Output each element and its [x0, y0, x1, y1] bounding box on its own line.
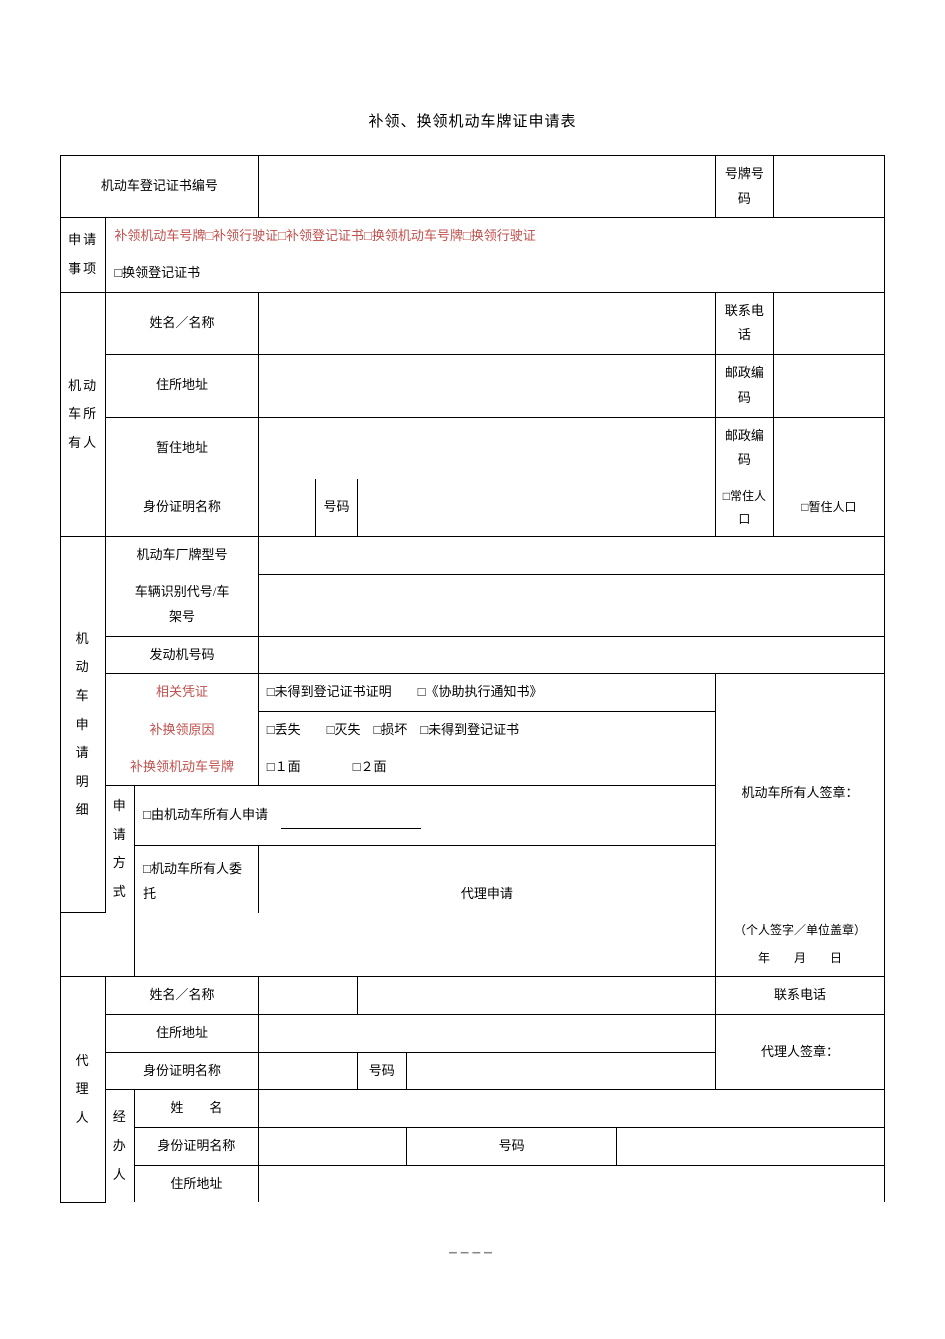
vehicle-engine-label: 发动机号码: [106, 636, 258, 674]
owner-post2-value[interactable]: [773, 417, 884, 479]
handler-id-value[interactable]: [258, 1128, 406, 1166]
cert-no-value[interactable]: [258, 156, 715, 218]
handler-addr-label: 住所地址: [135, 1165, 259, 1202]
owner-post-value[interactable]: [773, 355, 884, 417]
owner-name-value[interactable]: [258, 292, 715, 354]
apply-item-side: 申请事项: [61, 218, 106, 292]
handler-id-no-label: 号码: [407, 1128, 617, 1166]
vehicle-plate-label: 补换领机动车号牌: [106, 749, 258, 786]
vehicle-side: 机动车申请明细: [61, 537, 106, 913]
owner-tempaddr-label: 暂住地址: [106, 417, 258, 479]
owner-phone-value[interactable]: [773, 292, 884, 354]
vehicle-vin-label: 车辆识别代号/车架号: [106, 574, 258, 636]
cert-no-label: 机动车登记证书编号: [61, 156, 259, 218]
agent-sign-label: 代理人签章：: [720, 1040, 880, 1065]
apply-self[interactable]: □由机动车所有人申请: [135, 786, 716, 846]
vehicle-model-value[interactable]: [258, 537, 884, 574]
sign-note-date: （个人签字／单位盖章） 年 月 日: [716, 913, 885, 977]
owner-sign-label: 机动车所有人签章：: [720, 781, 880, 806]
vehicle-doc-label: 相关凭证: [106, 674, 258, 712]
agent-name-value2[interactable]: [357, 977, 715, 1015]
plate-no-value[interactable]: [773, 156, 884, 218]
agent-sign-area[interactable]: 代理人签章：: [716, 1014, 885, 1089]
agent-id-no-value[interactable]: [407, 1052, 716, 1090]
owner-addr-value[interactable]: [258, 355, 715, 417]
agent-name-label: 姓名／名称: [106, 977, 258, 1015]
owner-post2-label: 邮政编码: [716, 417, 774, 479]
vehicle-vin-value[interactable]: [258, 574, 884, 636]
vehicle-model-label: 机动车厂牌型号: [106, 537, 258, 574]
owner-sign-area[interactable]: 机动车所有人签章：: [716, 674, 885, 913]
handler-side: 经办人: [106, 1090, 135, 1203]
blank-corner: [61, 913, 106, 977]
handler-addr-value[interactable]: [258, 1165, 884, 1202]
proxy-line-ext: [135, 913, 716, 977]
owner-name-label: 姓名／名称: [106, 292, 258, 354]
owner-id-no-label: 号码: [316, 479, 357, 537]
owner-id-name-value[interactable]: [258, 479, 316, 537]
agent-id-name-value[interactable]: [258, 1052, 357, 1090]
form-title: 补领、换领机动车牌证申请表: [60, 110, 885, 131]
handler-name-value[interactable]: [258, 1090, 884, 1128]
owner-resident-temp[interactable]: □暂住人口: [773, 479, 884, 537]
agent-phone-label: 联系电话: [716, 977, 885, 1015]
owner-side: 机动车所有人: [61, 292, 106, 537]
owner-resident-perm[interactable]: □常住人口: [716, 479, 774, 537]
apply-items-line2[interactable]: □换领登记证书: [106, 255, 885, 292]
vehicle-engine-value[interactable]: [258, 636, 884, 674]
vehicle-plate-opts[interactable]: □１面 □２面: [258, 749, 715, 786]
owner-id-no-value[interactable]: [357, 479, 715, 537]
apply-method-side: 申请方式: [106, 786, 135, 913]
form-table: 机动车登记证书编号 号牌号码 申请事项 补领机动车号牌□补领行驶证□补领登记证书…: [60, 155, 885, 1203]
agent-side: 代理人: [61, 977, 106, 1203]
owner-id-name-label: 身份证明名称: [106, 479, 258, 537]
agent-id-no-label: 号码: [357, 1052, 406, 1090]
apply-method-side-ext: [106, 913, 135, 977]
handler-id-label: 身份证明名称: [135, 1128, 259, 1166]
owner-phone-label: 联系电话: [716, 292, 774, 354]
apply-items-line1[interactable]: 补领机动车号牌□补领行驶证□补领登记证书□换领机动车号牌□换领行驶证: [106, 218, 885, 255]
agent-name-value[interactable]: [258, 977, 357, 1015]
plate-no-label: 号牌号码: [716, 156, 774, 218]
vehicle-doc-opts[interactable]: □未得到登记证书证明 □《协助执行通知书》: [258, 674, 715, 712]
agent-addr-value[interactable]: [258, 1014, 715, 1052]
vehicle-reason-label: 补换领原因: [106, 711, 258, 748]
footer-mark: ▁▁▁▁: [60, 1243, 885, 1254]
agent-id-name-label: 身份证明名称: [106, 1052, 258, 1090]
owner-tempaddr-value[interactable]: [258, 417, 715, 479]
handler-id-no-value[interactable]: [617, 1128, 885, 1166]
vehicle-reason-opts[interactable]: □丢失 □灭失 □损坏 □未得到登记证书: [258, 711, 715, 748]
owner-addr-label: 住所地址: [106, 355, 258, 417]
owner-post-label: 邮政编码: [716, 355, 774, 417]
apply-proxy-center: 代理申请: [258, 846, 715, 913]
agent-addr-label: 住所地址: [106, 1014, 258, 1052]
apply-proxy-side[interactable]: □机动车所有人委托: [135, 846, 259, 913]
handler-name-label: 姓 名: [135, 1090, 259, 1128]
